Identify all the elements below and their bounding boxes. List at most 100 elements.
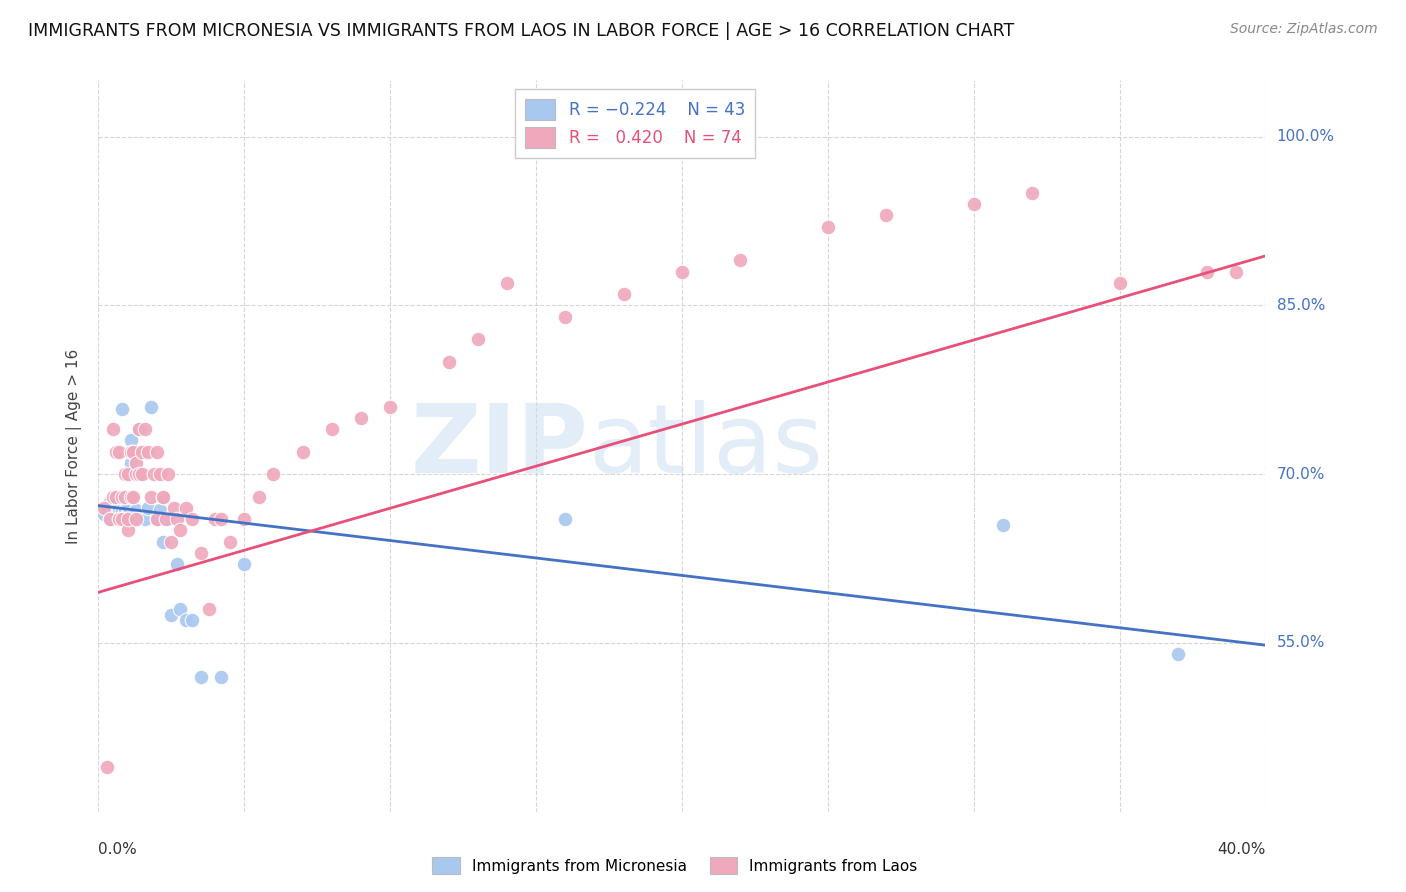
Point bbox=[149, 467, 172, 482]
Point bbox=[991, 517, 1014, 532]
Point bbox=[146, 512, 169, 526]
Point bbox=[152, 534, 174, 549]
Point bbox=[1108, 276, 1130, 290]
Text: 100.0%: 100.0% bbox=[1277, 129, 1334, 144]
Point bbox=[146, 444, 169, 458]
Point bbox=[291, 444, 314, 458]
Point bbox=[120, 444, 142, 458]
Point bbox=[262, 467, 284, 482]
Text: 70.0%: 70.0% bbox=[1277, 467, 1324, 482]
Point bbox=[101, 490, 124, 504]
Point bbox=[160, 534, 183, 549]
Point bbox=[101, 499, 124, 513]
Point bbox=[111, 401, 134, 416]
Point bbox=[1195, 264, 1218, 278]
Text: 55.0%: 55.0% bbox=[1277, 635, 1324, 650]
Point bbox=[125, 503, 148, 517]
Point bbox=[131, 444, 153, 458]
Point bbox=[198, 602, 221, 616]
Point bbox=[875, 208, 897, 222]
Point bbox=[98, 495, 121, 509]
Point bbox=[209, 512, 232, 526]
Point bbox=[247, 490, 270, 504]
Point bbox=[671, 264, 693, 278]
Point bbox=[104, 490, 127, 504]
Point bbox=[134, 512, 156, 526]
Point bbox=[122, 507, 145, 521]
Point bbox=[111, 490, 134, 504]
Point bbox=[163, 500, 186, 515]
Point bbox=[554, 310, 576, 324]
Point bbox=[93, 507, 115, 521]
Point bbox=[125, 456, 148, 470]
Text: 0.0%: 0.0% bbox=[98, 842, 138, 857]
Point bbox=[142, 467, 165, 482]
Point bbox=[98, 512, 121, 526]
Point bbox=[122, 444, 145, 458]
Point bbox=[117, 467, 139, 482]
Point bbox=[554, 512, 576, 526]
Point bbox=[104, 490, 127, 504]
Point bbox=[139, 490, 162, 504]
Legend: Immigrants from Micronesia, Immigrants from Laos: Immigrants from Micronesia, Immigrants f… bbox=[426, 851, 924, 880]
Point bbox=[131, 444, 153, 458]
Point bbox=[218, 534, 240, 549]
Point bbox=[128, 467, 150, 482]
Point bbox=[146, 512, 169, 526]
Point bbox=[730, 253, 752, 268]
Point bbox=[108, 512, 131, 526]
Point bbox=[157, 512, 180, 526]
Point bbox=[190, 670, 212, 684]
Point bbox=[101, 503, 124, 517]
Point bbox=[817, 219, 839, 234]
Point bbox=[139, 400, 162, 414]
Text: 40.0%: 40.0% bbox=[1218, 842, 1265, 857]
Point bbox=[128, 422, 150, 436]
Text: Source: ZipAtlas.com: Source: ZipAtlas.com bbox=[1230, 22, 1378, 37]
Point bbox=[114, 512, 136, 526]
Point bbox=[169, 524, 191, 538]
Point bbox=[104, 444, 127, 458]
Point bbox=[120, 456, 142, 470]
Point bbox=[101, 422, 124, 436]
Point bbox=[114, 490, 136, 504]
Point bbox=[174, 500, 197, 515]
Point bbox=[204, 512, 226, 526]
Point bbox=[98, 512, 121, 526]
Point bbox=[166, 512, 188, 526]
Point bbox=[160, 607, 183, 622]
Point bbox=[111, 503, 134, 517]
Legend: R = −0.224    N = 43, R =   0.420    N = 74: R = −0.224 N = 43, R = 0.420 N = 74 bbox=[516, 88, 755, 158]
Point bbox=[104, 507, 127, 521]
Point bbox=[134, 422, 156, 436]
Point bbox=[233, 512, 256, 526]
Point bbox=[467, 332, 489, 346]
Point bbox=[233, 557, 256, 571]
Point bbox=[437, 354, 460, 368]
Point bbox=[149, 503, 172, 517]
Point bbox=[1225, 264, 1247, 278]
Point bbox=[117, 524, 139, 538]
Text: atlas: atlas bbox=[589, 400, 824, 492]
Point bbox=[1021, 186, 1043, 200]
Point bbox=[120, 490, 142, 504]
Point bbox=[174, 614, 197, 628]
Point bbox=[111, 512, 134, 526]
Point bbox=[496, 276, 519, 290]
Point bbox=[131, 467, 153, 482]
Point bbox=[125, 467, 148, 482]
Point bbox=[321, 422, 343, 436]
Point bbox=[152, 490, 174, 504]
Point bbox=[96, 500, 118, 515]
Point bbox=[190, 546, 212, 560]
Point bbox=[1400, 242, 1406, 256]
Point bbox=[380, 400, 402, 414]
Text: IMMIGRANTS FROM MICRONESIA VS IMMIGRANTS FROM LAOS IN LABOR FORCE | AGE > 16 COR: IMMIGRANTS FROM MICRONESIA VS IMMIGRANTS… bbox=[28, 22, 1014, 40]
Point bbox=[93, 500, 115, 515]
Text: 85.0%: 85.0% bbox=[1277, 298, 1324, 313]
Point bbox=[120, 434, 142, 448]
Point bbox=[108, 500, 131, 515]
Point bbox=[122, 444, 145, 458]
Point bbox=[117, 507, 139, 521]
Point bbox=[114, 503, 136, 517]
